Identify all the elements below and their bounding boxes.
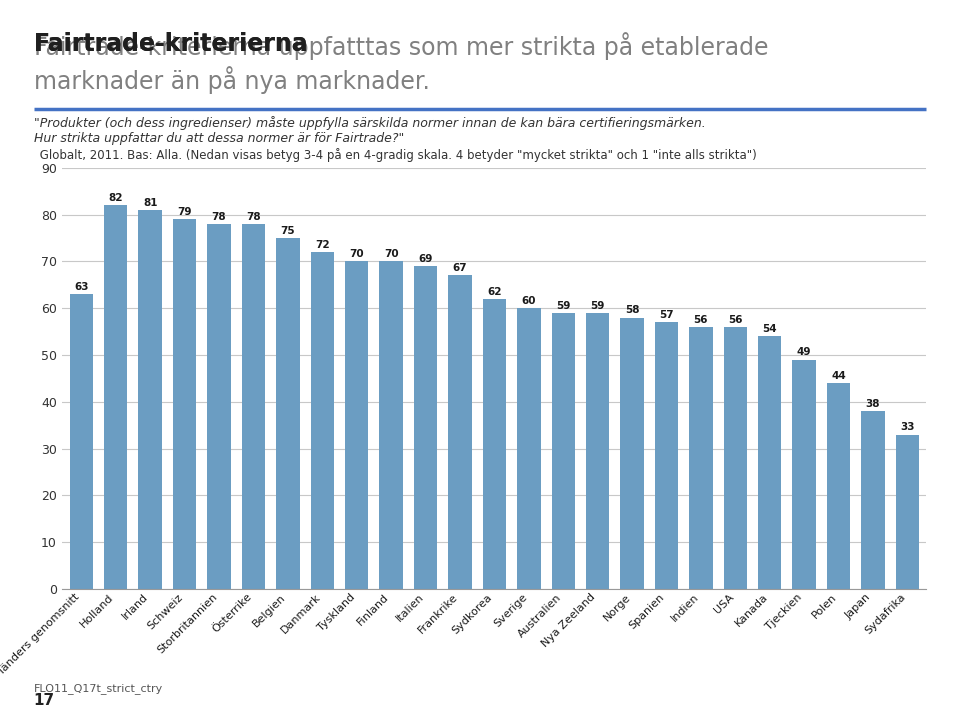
Text: 62: 62 xyxy=(487,286,502,296)
Text: 70: 70 xyxy=(384,249,398,259)
Bar xyxy=(552,313,575,589)
Bar xyxy=(724,327,747,589)
Bar xyxy=(689,327,712,589)
Text: 33: 33 xyxy=(900,422,915,432)
Text: 49: 49 xyxy=(797,347,811,358)
Text: 38: 38 xyxy=(866,399,880,409)
Text: 59: 59 xyxy=(590,301,605,311)
Bar xyxy=(586,313,610,589)
Bar xyxy=(104,205,128,589)
Text: 72: 72 xyxy=(315,240,329,250)
Bar xyxy=(173,219,196,589)
Text: 56: 56 xyxy=(694,315,708,325)
Text: Fairtrade-kriterierna uppfatttas som mer strikta på etablerade: Fairtrade-kriterierna uppfatttas som mer… xyxy=(34,32,768,60)
Text: FLO11_Q17t_strict_ctry: FLO11_Q17t_strict_ctry xyxy=(34,683,163,694)
Text: 58: 58 xyxy=(625,305,639,316)
Text: 82: 82 xyxy=(108,193,123,203)
Text: 44: 44 xyxy=(831,371,846,381)
Bar xyxy=(793,360,816,589)
Text: 75: 75 xyxy=(280,226,295,236)
Bar xyxy=(758,336,781,589)
Text: Hur strikta uppfattar du att dessa normer är för Fairtrade?": Hur strikta uppfattar du att dessa norme… xyxy=(34,132,404,145)
Bar xyxy=(70,294,93,589)
Text: 63: 63 xyxy=(74,282,88,292)
Text: "Produkter (och dess ingredienser) måste uppfylla särskilda normer innan de kan : "Produkter (och dess ingredienser) måste… xyxy=(34,116,706,130)
Text: 59: 59 xyxy=(556,301,570,311)
Text: 17: 17 xyxy=(34,693,55,708)
Text: Fairtrade-kriterierna: Fairtrade-kriterierna xyxy=(34,32,308,56)
Bar xyxy=(207,224,230,589)
Text: 78: 78 xyxy=(212,211,227,221)
Text: 56: 56 xyxy=(728,315,743,325)
Bar xyxy=(861,411,885,589)
Text: 57: 57 xyxy=(660,310,674,320)
Bar xyxy=(655,322,678,589)
Text: 79: 79 xyxy=(178,207,192,217)
Bar xyxy=(896,435,919,589)
Text: 81: 81 xyxy=(143,198,157,208)
Bar xyxy=(827,383,851,589)
Bar xyxy=(345,261,369,589)
Bar xyxy=(311,252,334,589)
Bar xyxy=(517,308,540,589)
Bar xyxy=(379,261,403,589)
Text: Globalt, 2011. Bas: Alla. (Nedan visas betyg 3-4 på en 4-gradig skala. 4 betyder: Globalt, 2011. Bas: Alla. (Nedan visas b… xyxy=(36,148,757,162)
Bar xyxy=(620,318,644,589)
Bar xyxy=(138,210,162,589)
Text: 69: 69 xyxy=(419,253,433,263)
Text: 54: 54 xyxy=(762,324,777,334)
Bar xyxy=(242,224,265,589)
Text: marknader än på nya marknader.: marknader än på nya marknader. xyxy=(34,66,429,94)
Bar xyxy=(483,299,506,589)
Text: 60: 60 xyxy=(521,296,536,306)
Text: 78: 78 xyxy=(246,211,261,221)
Text: 70: 70 xyxy=(349,249,364,259)
Text: Fairtrade-kriterierna: Fairtrade-kriterierna xyxy=(34,32,308,56)
Bar xyxy=(448,276,471,589)
Bar xyxy=(414,266,437,589)
Bar xyxy=(276,238,300,589)
Text: 67: 67 xyxy=(453,263,468,273)
